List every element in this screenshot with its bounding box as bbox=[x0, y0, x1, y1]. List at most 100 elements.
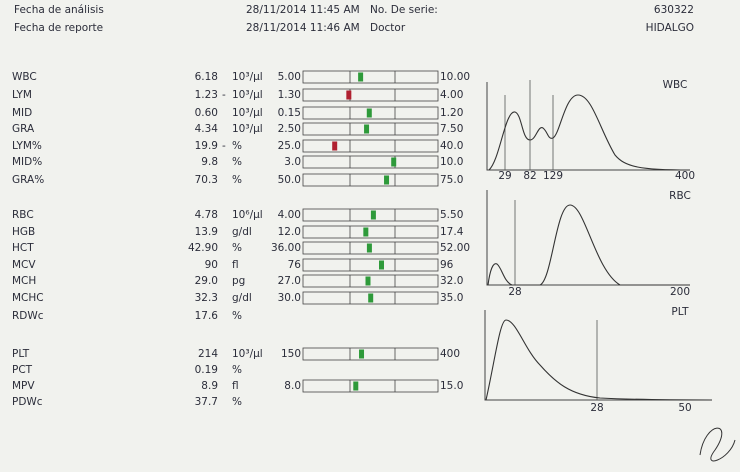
histogram-tick: 50 bbox=[678, 402, 691, 414]
param-unit: g/dl bbox=[232, 226, 252, 238]
value-marker bbox=[363, 227, 369, 237]
range-bar bbox=[302, 291, 439, 305]
curve bbox=[488, 94, 691, 171]
param-value: 9.8 bbox=[201, 156, 218, 168]
param-value: 13.9 bbox=[195, 226, 218, 238]
param-value: 32.3 bbox=[195, 292, 218, 304]
param-value: 17.6 bbox=[195, 310, 219, 322]
param-name: MID bbox=[12, 107, 32, 119]
range-low: 3.0 bbox=[284, 156, 301, 168]
param-unit: 10³/µl bbox=[232, 89, 263, 101]
range-bar bbox=[302, 106, 439, 120]
param-value: 8.9 bbox=[201, 380, 218, 392]
param-value: 4.34 bbox=[195, 123, 219, 135]
param-unit: % bbox=[232, 140, 242, 152]
param-value: 90 bbox=[205, 259, 218, 271]
range-low: 27.0 bbox=[278, 275, 301, 287]
param-unit: 10³/µl bbox=[232, 123, 263, 135]
range-bar bbox=[302, 155, 439, 169]
wbc-histogram bbox=[486, 80, 691, 171]
param-value: 37.7 bbox=[195, 396, 218, 408]
param-value: 4.78 bbox=[195, 209, 218, 221]
histogram-tick: 400 bbox=[675, 170, 695, 182]
range-high: 17.4 bbox=[440, 226, 464, 238]
range-high: 32.0 bbox=[440, 275, 463, 287]
param-name: WBC bbox=[12, 71, 37, 83]
param-unit: g/dl bbox=[232, 292, 252, 304]
value-marker bbox=[346, 90, 352, 100]
param-name: LYM% bbox=[12, 140, 42, 152]
range-bar bbox=[302, 173, 439, 187]
param-name: MID% bbox=[12, 156, 42, 168]
header-value: 630322 bbox=[654, 4, 694, 16]
range-low: 30.0 bbox=[278, 292, 301, 304]
range-bar bbox=[302, 122, 439, 136]
range-high: 400 bbox=[440, 348, 460, 360]
param-name: PDWc bbox=[12, 396, 43, 408]
range-bar bbox=[302, 139, 439, 153]
histogram-tick: 28 bbox=[508, 286, 521, 298]
param-name: PLT bbox=[12, 348, 30, 360]
range-high: 75.0 bbox=[440, 174, 463, 186]
header-datetime: 28/11/2014 11:45 AM bbox=[246, 4, 360, 16]
value-marker bbox=[370, 210, 376, 220]
range-bar bbox=[302, 225, 439, 239]
param-name: RBC bbox=[12, 209, 34, 221]
value-marker bbox=[358, 72, 364, 82]
param-unit: fl bbox=[232, 259, 239, 271]
range-low: 0.15 bbox=[278, 107, 301, 119]
param-unit: pg bbox=[232, 275, 245, 287]
histogram-tick: 200 bbox=[670, 286, 690, 298]
curve bbox=[487, 204, 690, 286]
range-high: 15.0 bbox=[440, 380, 463, 392]
histogram-tick: 28 bbox=[590, 402, 603, 414]
range-low: 12.0 bbox=[278, 226, 301, 238]
axis bbox=[486, 82, 690, 171]
range-high: 1.20 bbox=[440, 107, 463, 119]
param-value: 70.3 bbox=[195, 174, 218, 186]
range-bar bbox=[302, 88, 439, 102]
value-marker bbox=[359, 349, 365, 359]
param-value: 29.0 bbox=[195, 275, 218, 287]
param-unit: 10³/µl bbox=[232, 71, 263, 83]
range-high: 5.50 bbox=[440, 209, 463, 221]
param-unit: % bbox=[232, 174, 242, 186]
param-unit: fl bbox=[232, 380, 239, 392]
range-high: 10.00 bbox=[440, 71, 470, 83]
value-marker bbox=[366, 243, 372, 253]
curve bbox=[485, 319, 713, 401]
value-marker bbox=[379, 260, 384, 270]
range-high: 10.0 bbox=[440, 156, 463, 168]
header-label: Fecha de reporte bbox=[14, 22, 103, 34]
param-name: HGB bbox=[12, 226, 35, 238]
histogram-label: RBC bbox=[669, 190, 691, 202]
range-low: 2.50 bbox=[278, 123, 301, 135]
param-value: 0.60 bbox=[195, 107, 218, 119]
value-marker bbox=[364, 124, 370, 134]
param-value: 0.19 bbox=[195, 364, 218, 376]
param-unit: 10³/µl bbox=[232, 348, 263, 360]
range-bar bbox=[302, 379, 439, 393]
range-low: 1.30 bbox=[278, 89, 301, 101]
signature bbox=[699, 427, 736, 462]
rbc-histogram bbox=[486, 190, 690, 286]
histogram-label: PLT bbox=[671, 306, 689, 318]
param-value: 6.18 bbox=[195, 71, 218, 83]
plt-histogram bbox=[484, 310, 713, 401]
range-low: 5.00 bbox=[278, 71, 301, 83]
param-flag: - bbox=[222, 140, 226, 152]
range-low: 50.0 bbox=[278, 174, 301, 186]
axis bbox=[486, 190, 690, 286]
range-low: 150 bbox=[281, 348, 301, 360]
histogram-tick: 82 bbox=[523, 170, 536, 182]
param-unit: % bbox=[232, 242, 242, 254]
range-bar bbox=[302, 241, 439, 255]
range-high: 40.0 bbox=[440, 140, 463, 152]
value-marker bbox=[368, 293, 374, 303]
axis bbox=[484, 310, 712, 401]
range-low: 25.0 bbox=[278, 140, 301, 152]
value-marker bbox=[365, 276, 371, 286]
histogram-label: WBC bbox=[663, 79, 688, 91]
value-marker bbox=[366, 108, 372, 118]
